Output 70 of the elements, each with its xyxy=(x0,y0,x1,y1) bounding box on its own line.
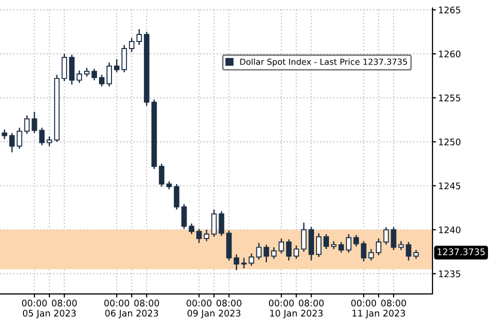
text: 1237.3735 xyxy=(438,248,485,256)
candlestick xyxy=(360,240,366,262)
y-tick-label: 1245 xyxy=(439,182,460,190)
candlestick xyxy=(278,238,284,254)
candlestick xyxy=(136,28,142,46)
candlestick xyxy=(256,242,262,260)
legend-label: Dollar Spot Index - Last Price 1237.3735 xyxy=(240,58,407,67)
candlestick xyxy=(241,257,247,270)
candlestick xyxy=(121,44,127,73)
candlestick xyxy=(218,210,224,237)
x-tick-label: 00:00 xyxy=(104,300,130,306)
candlestick xyxy=(128,37,134,53)
candlestick xyxy=(69,54,75,86)
candlestick xyxy=(286,238,292,262)
candlestick xyxy=(390,226,396,251)
x-tick-label: 00:00 xyxy=(268,300,294,306)
candlestick xyxy=(204,229,210,242)
y-tick-label: 1250 xyxy=(439,138,460,146)
candlestick xyxy=(324,233,329,250)
x-tick-label: 08:00 xyxy=(52,300,77,306)
candlestick xyxy=(368,248,374,262)
y-tick-label: 1235 xyxy=(439,270,460,278)
candlestick xyxy=(24,114,30,134)
candlestick xyxy=(106,62,112,87)
candlestick xyxy=(188,222,194,235)
candlestick xyxy=(2,128,8,140)
candlestick xyxy=(62,53,68,82)
candlestick xyxy=(353,234,359,248)
y-tick-label: 1240 xyxy=(439,226,460,234)
candlestick xyxy=(406,241,412,262)
candlestick xyxy=(264,244,270,263)
candlestick xyxy=(271,246,277,260)
candlestick xyxy=(301,222,307,252)
x-tick-label: 00:00 xyxy=(351,300,376,306)
candlestick xyxy=(196,228,202,244)
x-tick-label: 11 Jan 2023 xyxy=(352,310,405,318)
candlestick xyxy=(158,163,164,188)
candlestick xyxy=(46,136,52,147)
x-tick-label: 08:00 xyxy=(381,300,406,306)
candlestick xyxy=(234,254,240,271)
x-tick-label: 08:00 xyxy=(216,300,242,306)
candlestick xyxy=(294,244,300,260)
x-tick-label: 05 Jan 2023 xyxy=(22,310,76,318)
x-tick-label: 10 Jan 2023 xyxy=(270,310,323,318)
candlestick xyxy=(76,70,82,84)
x-tick-label: 08:00 xyxy=(134,300,160,306)
candlestick xyxy=(211,208,217,238)
candlestick xyxy=(39,127,45,146)
candlestick xyxy=(383,226,389,246)
candlestick xyxy=(9,132,15,153)
candlestick xyxy=(181,204,187,230)
y-tick-label: 1265 xyxy=(439,6,460,14)
candlestick xyxy=(316,232,322,258)
candlestick xyxy=(346,233,352,254)
candlestick xyxy=(376,238,382,256)
x-tick-label: 08:00 xyxy=(298,300,324,306)
candlestick xyxy=(16,127,22,150)
candlestick xyxy=(32,111,38,134)
y-tick-label: 1260 xyxy=(439,50,460,58)
x-tick-label: 00:00 xyxy=(22,300,47,306)
y-tick-label: 1255 xyxy=(439,94,460,102)
candlestick xyxy=(114,58,120,73)
candlestick xyxy=(92,68,98,81)
x-tick-label: 06 Jan 2023 xyxy=(105,310,158,318)
x-tick-label: 00:00 xyxy=(186,300,212,306)
candlestick xyxy=(99,74,104,87)
x-tick-label: 09 Jan 2023 xyxy=(188,310,240,318)
candlestick xyxy=(338,241,344,254)
candlestick xyxy=(174,183,180,210)
candlestick xyxy=(248,252,254,266)
